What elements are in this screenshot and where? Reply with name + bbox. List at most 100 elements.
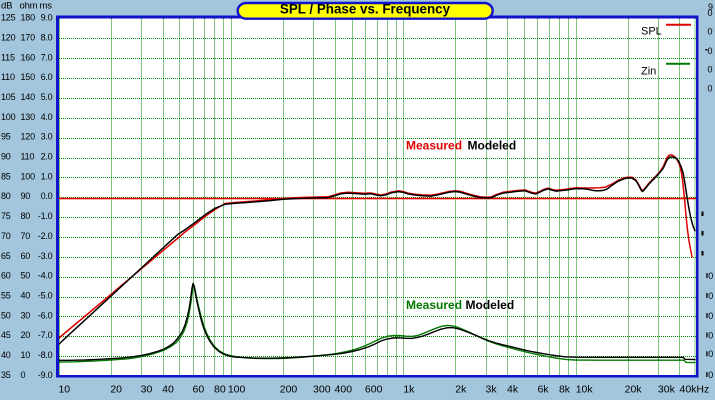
svg-text:6k: 6k	[537, 384, 549, 396]
svg-text:180: 180	[21, 13, 36, 23]
svg-text:60: 60	[1, 271, 11, 281]
svg-text:50: 50	[1, 310, 11, 320]
svg-text:8.0: 8.0	[41, 33, 53, 43]
svg-text:-5.0: -5.0	[38, 291, 53, 301]
svg-text:30k: 30k	[658, 384, 676, 396]
svg-text:100: 100	[228, 384, 246, 396]
svg-text:40kHz: 40kHz	[680, 384, 710, 396]
svg-text:3.0: 3.0	[41, 132, 53, 142]
svg-text:0: 0	[708, 330, 713, 340]
svg-text:dB: dB	[1, 1, 12, 12]
svg-text:110: 110	[1, 72, 15, 82]
svg-text:0: 0	[708, 370, 713, 380]
svg-text:115: 115	[1, 52, 15, 62]
svg-text:-8.0: -8.0	[38, 350, 53, 360]
svg-text:Measured: Measured	[406, 298, 462, 312]
svg-text:300: 300	[313, 384, 331, 396]
svg-text:40: 40	[21, 291, 31, 301]
svg-text:0.0: 0.0	[41, 191, 53, 201]
svg-text:9.0: 9.0	[41, 13, 53, 23]
svg-text:20: 20	[21, 330, 31, 340]
svg-text:80: 80	[21, 211, 31, 221]
svg-text:100: 100	[21, 171, 36, 181]
svg-text:-4.0: -4.0	[38, 271, 53, 281]
svg-text:105: 105	[1, 92, 16, 102]
svg-text:80: 80	[214, 384, 226, 396]
svg-text:140: 140	[21, 92, 36, 102]
svg-text:600: 600	[365, 384, 383, 396]
svg-text:4.0: 4.0	[41, 112, 53, 122]
svg-text:-1.0: -1.0	[38, 211, 53, 221]
svg-text:0: 0	[708, 271, 713, 281]
svg-text:65: 65	[1, 251, 11, 261]
svg-text:1.0: 1.0	[41, 171, 53, 181]
svg-text:90: 90	[21, 191, 31, 201]
svg-text:150: 150	[21, 72, 36, 82]
svg-text:35: 35	[1, 370, 11, 380]
svg-text:125: 125	[1, 13, 16, 23]
svg-text:40: 40	[1, 350, 11, 360]
svg-text:3k: 3k	[486, 384, 498, 396]
svg-text:110: 110	[21, 152, 35, 162]
svg-text:SPL / Phase vs. Frequency: SPL / Phase vs. Frequency	[280, 2, 451, 17]
svg-text:0: 0	[708, 291, 713, 301]
svg-text:400: 400	[335, 384, 353, 396]
svg-text:70: 70	[1, 231, 11, 241]
svg-text:2k: 2k	[455, 384, 467, 396]
svg-text:Measured: Measured	[406, 138, 462, 152]
svg-text:100: 100	[1, 112, 16, 122]
svg-text:30: 30	[141, 384, 153, 396]
svg-text:60: 60	[193, 384, 205, 396]
svg-text:80: 80	[1, 191, 11, 201]
svg-text:Modeled: Modeled	[468, 138, 517, 152]
svg-text:4k: 4k	[507, 384, 519, 396]
svg-text:6.0: 6.0	[41, 72, 53, 82]
svg-text:120: 120	[1, 33, 16, 43]
svg-text:20: 20	[110, 384, 122, 396]
svg-text:75: 75	[1, 211, 11, 221]
svg-text:90: 90	[1, 152, 11, 162]
svg-text:95: 95	[1, 132, 11, 142]
svg-text:0: 0	[708, 311, 713, 321]
svg-text:-6.0: -6.0	[38, 310, 53, 320]
svg-text:200: 200	[280, 384, 298, 396]
svg-text:160: 160	[21, 52, 36, 62]
svg-text:85: 85	[1, 171, 11, 181]
svg-text:30: 30	[21, 310, 31, 320]
svg-text:-2.0: -2.0	[38, 231, 53, 241]
svg-text:5.0: 5.0	[41, 92, 53, 102]
svg-text:1k: 1k	[403, 384, 415, 396]
svg-text:130: 130	[21, 112, 36, 122]
svg-text:0: 0	[708, 27, 713, 37]
svg-text:50: 50	[21, 271, 31, 281]
svg-text:0: 0	[708, 349, 713, 359]
svg-text:-3.0: -3.0	[38, 251, 53, 261]
svg-text:10: 10	[21, 350, 31, 360]
svg-text:Zin: Zin	[641, 66, 656, 78]
svg-text:-9.0: -9.0	[38, 370, 53, 380]
svg-text:60: 60	[21, 251, 31, 261]
svg-text:20k: 20k	[625, 384, 643, 396]
svg-text:170: 170	[21, 33, 36, 43]
svg-text:10k: 10k	[576, 384, 594, 396]
svg-text:0: 0	[708, 65, 713, 75]
svg-text:45: 45	[1, 330, 11, 340]
svg-text:8k: 8k	[559, 384, 571, 396]
svg-text:0: 0	[708, 8, 713, 18]
svg-text:120: 120	[21, 132, 36, 142]
svg-text:0: 0	[21, 370, 26, 380]
svg-text:0: 0	[708, 84, 713, 94]
svg-text:2.0: 2.0	[41, 152, 53, 162]
svg-text:7.0: 7.0	[41, 52, 53, 62]
svg-text:0: 0	[708, 46, 713, 56]
svg-text:ohm: ohm	[20, 1, 38, 12]
svg-text:70: 70	[21, 231, 31, 241]
svg-text:Modeled: Modeled	[466, 298, 515, 312]
svg-text:10: 10	[58, 384, 70, 396]
svg-text:9: 9	[708, 2, 713, 12]
svg-text:SPL: SPL	[641, 26, 662, 38]
svg-text:40: 40	[162, 384, 174, 396]
svg-text:-7.0: -7.0	[38, 330, 53, 340]
svg-text:ms: ms	[40, 1, 53, 12]
svg-text:55: 55	[1, 291, 11, 301]
